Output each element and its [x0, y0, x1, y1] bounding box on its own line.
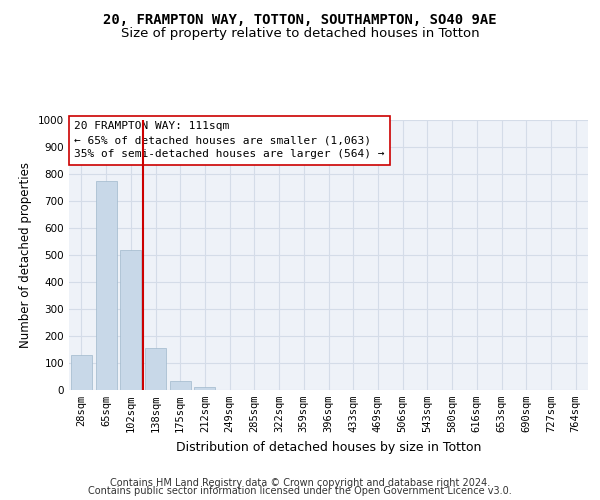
Bar	[145, 348, 166, 390]
Text: Contains HM Land Registry data © Crown copyright and database right 2024.: Contains HM Land Registry data © Crown c…	[110, 478, 490, 488]
Text: Size of property relative to detached houses in Totton: Size of property relative to detached ho…	[121, 28, 479, 40]
Bar	[194, 388, 215, 390]
Text: 20 FRAMPTON WAY: 111sqm
← 65% of detached houses are smaller (1,063)
35% of semi: 20 FRAMPTON WAY: 111sqm ← 65% of detache…	[74, 122, 385, 160]
Bar	[120, 250, 141, 390]
Y-axis label: Number of detached properties: Number of detached properties	[19, 162, 32, 348]
Bar	[71, 355, 92, 390]
Text: 20, FRAMPTON WAY, TOTTON, SOUTHAMPTON, SO40 9AE: 20, FRAMPTON WAY, TOTTON, SOUTHAMPTON, S…	[103, 12, 497, 26]
Bar	[95, 180, 116, 390]
Text: Contains public sector information licensed under the Open Government Licence v3: Contains public sector information licen…	[88, 486, 512, 496]
X-axis label: Distribution of detached houses by size in Totton: Distribution of detached houses by size …	[176, 440, 481, 454]
Bar	[170, 380, 191, 390]
